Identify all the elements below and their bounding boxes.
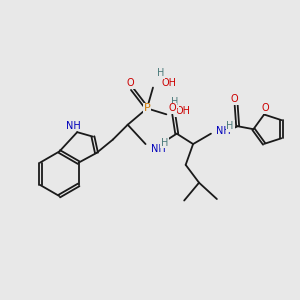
Text: O: O — [231, 94, 238, 104]
Text: H: H — [171, 97, 178, 107]
Text: O: O — [169, 103, 176, 113]
Text: O: O — [127, 78, 134, 88]
Text: OH: OH — [161, 78, 176, 88]
Text: O: O — [262, 103, 269, 113]
Text: H: H — [157, 68, 164, 78]
Text: H: H — [226, 121, 234, 131]
Text: P: P — [144, 103, 150, 113]
Text: H: H — [161, 138, 168, 148]
Text: OH: OH — [175, 106, 190, 116]
Text: NH: NH — [66, 121, 81, 130]
Text: NH: NH — [216, 126, 231, 136]
Text: NH: NH — [151, 143, 166, 154]
